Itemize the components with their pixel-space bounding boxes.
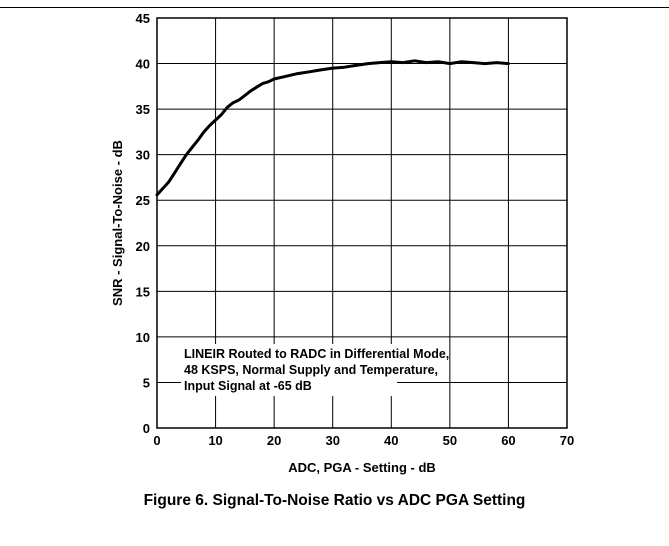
y-tick-label: 5 [143, 375, 150, 390]
snr-series-line [155, 59, 510, 197]
x-tick-label: 10 [208, 433, 222, 448]
plot-frame [156, 17, 568, 429]
y-tick-label: 25 [136, 193, 150, 208]
x-tick-label: 30 [325, 433, 339, 448]
y-tick-label: 35 [136, 102, 150, 117]
x-tick-label: 20 [267, 433, 281, 448]
y-tick-label: 45 [136, 11, 150, 26]
y-tick-label: 15 [136, 284, 150, 299]
x-axis-label: ADC, PGA - Setting - dB [288, 460, 436, 475]
y-tick-label: 20 [136, 239, 150, 254]
x-tick-label: 40 [384, 433, 398, 448]
y-tick-label: 30 [136, 148, 150, 163]
x-tick-label: 70 [560, 433, 574, 448]
y-axis-label: SNR - Signal-To-Noise - dB [110, 140, 125, 306]
figure-caption: Figure 6. Signal-To-Noise Ratio vs ADC P… [143, 492, 526, 509]
y-tick-label: 0 [143, 421, 150, 436]
x-tick-label: 0 [153, 433, 160, 448]
y-tick-label: 10 [136, 330, 150, 345]
annotation-line-3: Input Signal at -65 dB [184, 379, 312, 393]
tick-labels: 0 10 20 30 40 50 60 70 0 5 10 15 20 25 30 35 40 45 [136, 11, 575, 448]
series-group [155, 59, 510, 197]
x-tick-label: 50 [443, 433, 457, 448]
top-rule [0, 7, 669, 8]
x-tick-label: 60 [501, 433, 515, 448]
chart-annotation: LINEIR Routed to RADC in Differential Mo… [181, 344, 450, 396]
annotation-line-2: 48 KSPS, Normal Supply and Temperature, [184, 363, 439, 377]
annotation-line-1: LINEIR Routed to RADC in Differential Mo… [184, 347, 450, 361]
y-tick-label: 40 [136, 57, 150, 72]
